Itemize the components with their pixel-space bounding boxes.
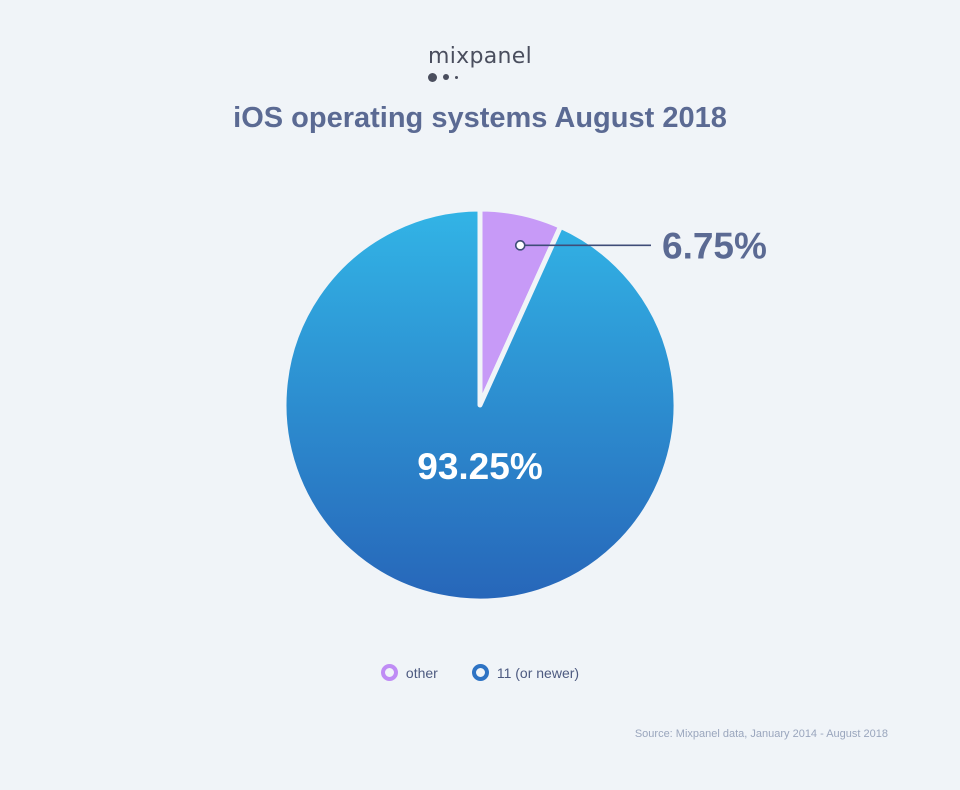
pie-slice-11-or-newer <box>281 206 679 604</box>
data-label-11-or-newer: 93.25% <box>417 446 543 487</box>
logo-text: mixpanel <box>428 44 532 69</box>
chart-title: iOS operating systems August 2018 <box>233 102 727 134</box>
mixpanel-logo: mixpanel <box>0 44 960 87</box>
source-note: Source: Mixpanel data, January 2014 - Au… <box>634 728 888 740</box>
chart-legend: other 11 (or newer) <box>0 664 960 681</box>
data-label-other: 6.75% <box>662 225 767 266</box>
legend-marker-other <box>380 664 398 681</box>
legend-item-11-or-newer: 11 (or newer) <box>471 664 580 681</box>
legend-label-11-or-newer: 11 (or newer) <box>496 664 580 681</box>
legend-marker-11-or-newer <box>471 664 489 681</box>
callout-dot <box>514 240 526 251</box>
legend-item-other: other <box>380 664 438 681</box>
logo-dots <box>428 72 532 82</box>
legend-label-other: other <box>405 664 438 681</box>
